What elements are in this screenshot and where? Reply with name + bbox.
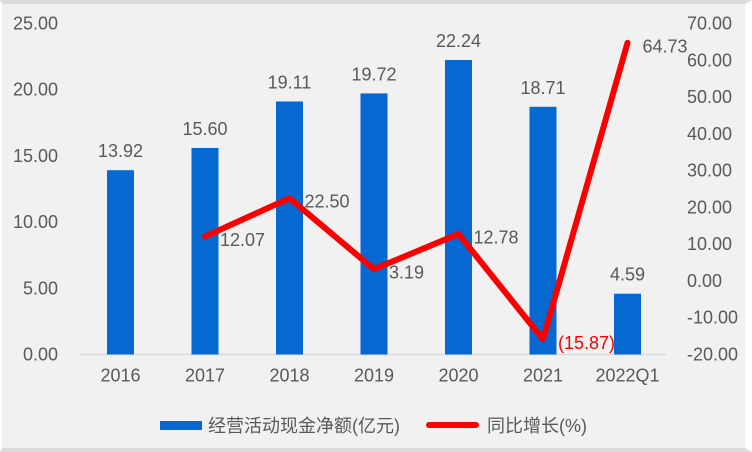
- x-axis-category-label: 2020: [438, 366, 478, 386]
- y-axis-right-tick-label: 70.00: [687, 14, 732, 34]
- bar: [529, 106, 557, 355]
- bar-value-label: 22.24: [436, 31, 481, 51]
- line-value-label: 12.07: [220, 230, 265, 250]
- line-value-label: 3.19: [389, 263, 424, 283]
- y-axis-left-tick-label: 0.00: [23, 345, 58, 365]
- bar: [360, 93, 388, 355]
- bar: [614, 293, 641, 355]
- y-axis-right-tick-label: -10.00: [687, 308, 738, 328]
- y-axis-left-tick-label: 15.00: [13, 146, 58, 166]
- y-axis-left-tick-label: 20.00: [13, 80, 58, 100]
- line-value-label: (15.87): [558, 333, 615, 353]
- y-axis-left-tick-label: 25.00: [13, 14, 58, 34]
- legend-bar-label: 经营活动现金净额(亿元): [208, 416, 400, 436]
- line-value-label: 64.73: [643, 36, 688, 56]
- x-axis-category-label: 2019: [354, 366, 394, 386]
- x-axis-category-label: 2017: [185, 366, 225, 386]
- y-axis-right-tick-label: 60.00: [687, 50, 732, 70]
- line-value-label: 12.78: [474, 227, 519, 247]
- bar-value-label: 18.71: [520, 78, 565, 98]
- y-axis-right-tick-label: 0.00: [687, 271, 722, 291]
- x-axis-category-label: 2018: [269, 366, 309, 386]
- legend: 经营活动现金净额(亿元) 同比增长(%): [2, 410, 745, 440]
- y-axis-right-tick-label: -20.00: [687, 345, 738, 365]
- bar: [107, 170, 134, 355]
- y-axis-right-tick-label: 30.00: [687, 161, 732, 181]
- growth-line: [202, 39, 631, 343]
- line-value-label: 22.50: [305, 192, 350, 212]
- y-axis-right-tick-label: 20.00: [687, 197, 732, 217]
- legend-bar-swatch-icon: [160, 420, 202, 430]
- y-axis-right-tick-label: 50.00: [687, 87, 732, 107]
- bar: [191, 147, 219, 355]
- bar-value-label: 13.92: [98, 141, 143, 161]
- y-axis-right-tick-label: 40.00: [687, 124, 732, 144]
- y-axis-left-tick-label: 5.00: [23, 278, 58, 298]
- y-axis-left-tick-label: 10.00: [13, 212, 58, 232]
- bar: [276, 101, 303, 355]
- bar-value-label: 19.72: [351, 64, 396, 84]
- x-axis-category-label: 2022Q1: [595, 366, 659, 386]
- bar-value-label: 15.60: [182, 119, 227, 139]
- y-axis-right-tick-label: 10.00: [687, 234, 732, 254]
- bar: [445, 60, 472, 355]
- legend-line-label: 同比增长(%): [487, 416, 587, 436]
- x-axis-category-label: 2021: [523, 366, 563, 386]
- bar-value-label: 19.11: [268, 72, 312, 92]
- x-axis-category-label: 2016: [100, 366, 140, 386]
- bar-value-label: 4.59: [610, 265, 645, 285]
- legend-line-swatch-icon: [426, 422, 479, 428]
